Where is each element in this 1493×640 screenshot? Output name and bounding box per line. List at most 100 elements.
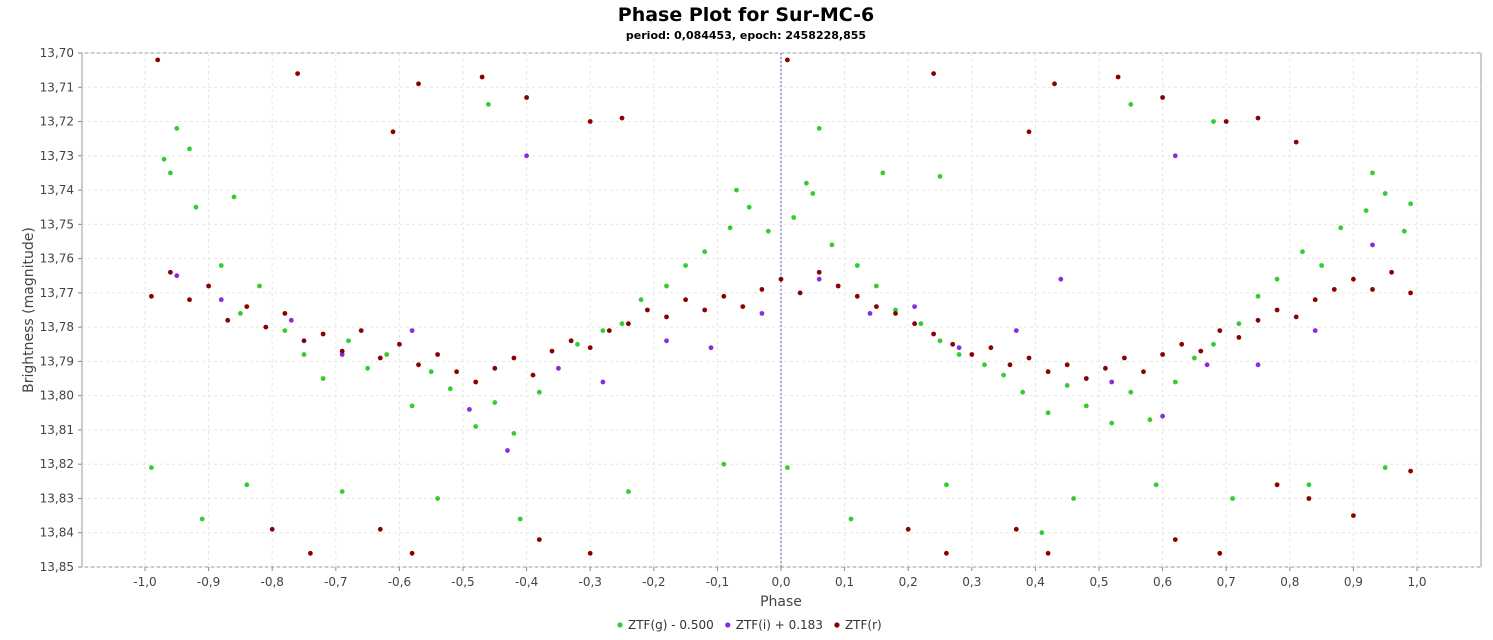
data-point-series-3 (1160, 95, 1165, 100)
data-point-series-1 (829, 242, 835, 248)
x-tick-label: 0,5 (1089, 575, 1108, 589)
data-point-series-3 (1007, 362, 1013, 368)
data-point-series-3 (1026, 129, 1032, 135)
data-point-series-3 (377, 355, 383, 361)
data-point-series-3 (1223, 119, 1229, 124)
data-points (149, 57, 1413, 556)
data-point-series-1 (1401, 228, 1407, 234)
data-point-series-1 (1255, 293, 1261, 299)
y-tick-label: 13,73 (40, 149, 74, 163)
x-tick-label: -0,6 (388, 575, 411, 589)
data-point-series-3 (1293, 314, 1299, 320)
y-tick-label: 13,84 (40, 526, 74, 540)
x-tick-label: 0,0 (771, 575, 790, 589)
data-point-series-1 (918, 321, 924, 327)
data-point-series-3 (409, 550, 415, 556)
data-point-series-1 (1370, 170, 1375, 176)
data-point-series-3 (1198, 348, 1204, 354)
legend-label-2: ZTF(i) + 0.183 (736, 618, 823, 632)
data-point-series-1 (435, 496, 440, 501)
x-tick-label: -0,5 (451, 575, 474, 589)
data-point-series-2 (912, 304, 917, 309)
data-point-series-1 (1153, 482, 1159, 488)
data-point-series-1 (683, 263, 688, 268)
data-point-series-3 (295, 71, 300, 76)
data-point-series-1 (791, 215, 797, 220)
data-point-series-1 (1109, 420, 1115, 426)
data-point-series-3 (1255, 115, 1261, 121)
data-point-series-3 (587, 119, 593, 124)
data-point-series-3 (244, 304, 250, 309)
data-point-series-1 (982, 362, 987, 368)
data-point-series-2 (288, 317, 294, 323)
data-point-series-1 (1236, 321, 1242, 327)
data-point-series-3 (1122, 355, 1127, 361)
data-point-series-3 (269, 526, 275, 532)
data-point-series-3 (1312, 297, 1318, 303)
data-point-series-1 (1211, 341, 1216, 347)
data-point-series-3 (912, 321, 917, 327)
x-axis-label: Phase (760, 594, 802, 610)
data-point-series-1 (1300, 249, 1305, 255)
y-tick-label: 13,80 (40, 389, 74, 403)
x-tick-label: -0,7 (324, 575, 347, 589)
chart-title: Phase Plot for Sur-MC-6 (618, 4, 874, 26)
data-point-series-1 (486, 102, 491, 107)
data-point-series-3 (568, 338, 574, 344)
y-tick-label: 13,71 (40, 80, 74, 94)
data-point-series-2 (1172, 153, 1178, 159)
data-point-series-1 (880, 170, 886, 176)
data-point-series-1 (937, 338, 943, 344)
data-point-series-1 (282, 328, 288, 333)
legend-marker-3 (834, 622, 840, 628)
data-point-series-1 (1071, 496, 1076, 501)
data-point-series-1 (149, 465, 154, 470)
data-point-series-1 (810, 191, 816, 196)
x-tick-label: 0,7 (1217, 575, 1236, 589)
data-point-series-3 (797, 290, 803, 296)
data-point-series-1 (199, 516, 205, 522)
data-point-series-3 (263, 324, 269, 330)
chart-subtitle: period: 0,084453, epoch: 2458228,855 (626, 29, 866, 42)
data-point-series-3 (530, 372, 536, 378)
data-point-series-3 (1351, 513, 1356, 518)
data-point-series-2 (1370, 242, 1375, 248)
data-point-series-3 (1331, 287, 1337, 292)
data-point-series-3 (835, 283, 841, 289)
y-tick-label: 13,77 (40, 286, 74, 300)
data-point-series-3 (1274, 307, 1280, 313)
x-tick-label: 1,0 (1407, 575, 1426, 589)
data-point-series-1 (1274, 276, 1280, 282)
data-point-series-3 (1141, 369, 1146, 375)
data-point-series-3 (1408, 290, 1413, 296)
data-point-series-1 (161, 156, 167, 162)
data-point-series-3 (454, 369, 459, 375)
legend-marker-2 (725, 622, 731, 628)
data-point-series-3 (785, 57, 790, 63)
data-point-series-2 (505, 448, 510, 453)
y-tick-label: 13,82 (40, 457, 74, 471)
data-point-series-3 (511, 355, 517, 361)
data-point-series-1 (231, 194, 237, 200)
data-point-series-3 (320, 331, 326, 337)
data-point-series-1 (727, 225, 733, 231)
y-tick-label: 13,79 (40, 354, 74, 368)
data-point-series-3 (1179, 341, 1185, 347)
data-point-series-2 (524, 153, 529, 159)
data-point-series-1 (1039, 530, 1045, 536)
data-point-series-1 (384, 352, 390, 357)
data-point-series-1 (944, 482, 949, 488)
data-point-series-3 (416, 362, 421, 368)
data-point-series-3 (479, 74, 485, 80)
data-point-series-3 (390, 129, 396, 135)
data-point-series-2 (339, 352, 345, 357)
data-point-series-3 (950, 341, 956, 347)
data-point-series-1 (492, 400, 498, 405)
data-point-series-3 (606, 328, 612, 333)
x-tick-label: -0,3 (578, 575, 601, 589)
data-point-series-1 (257, 283, 262, 289)
data-point-series-1 (1338, 225, 1344, 231)
data-point-series-1 (1128, 102, 1134, 107)
data-point-series-1 (1147, 417, 1153, 423)
y-axis-label: Brightness (magnitude) (21, 227, 37, 393)
